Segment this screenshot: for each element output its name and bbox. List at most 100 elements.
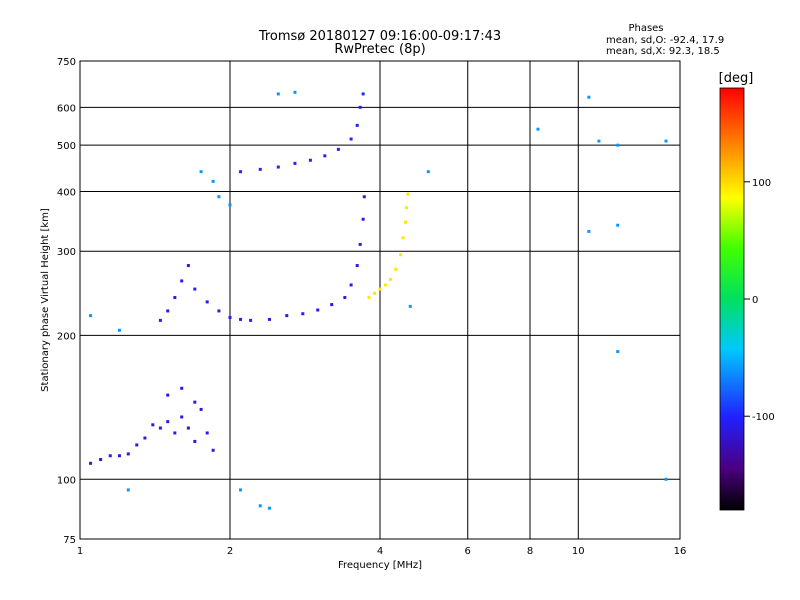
data-point [355,123,359,127]
data-point [126,488,130,492]
colorbar-label: [deg] [719,71,754,86]
data-point [193,287,197,291]
data-point [316,308,320,312]
data-point [355,264,359,268]
colorbar-tick-label: 0 [752,295,758,306]
data-point [373,291,377,295]
y-tick-label: 75 [63,535,76,546]
data-point [258,167,262,171]
data-point [249,318,253,322]
y-axis-ticks: 75 100 200 300 400 500 600 750 [57,57,76,546]
data-point [180,279,184,283]
data-point [389,277,393,281]
data-point [401,236,405,240]
x-tick-label: 16 [674,546,687,557]
data-point [199,407,203,411]
data-point [406,192,410,196]
data-point [166,420,170,424]
data-point [228,315,232,319]
data-point [180,415,184,419]
data-point [173,296,177,300]
y-tick-label: 200 [57,331,76,342]
data-point [211,179,215,183]
data-point [180,386,184,390]
data-points [89,90,668,510]
data-point [536,127,540,131]
data-point [258,504,262,508]
data-point [89,461,93,465]
data-point [403,220,407,224]
data-point [151,423,155,427]
colorbar-tick-label: -100 [752,412,775,423]
x-tick-label: 4 [377,546,383,557]
stats-line-o: mean, sd,O: -92.4, 17.9 [606,35,724,46]
data-point [426,170,430,174]
data-point [267,317,271,321]
data-point [308,158,312,162]
y-tick-label: 500 [57,141,76,152]
chart-subtitle: RwPretec (8p) [334,42,425,57]
data-point [239,317,243,321]
data-point [166,309,170,313]
data-point [383,283,387,287]
data-point [301,312,305,316]
data-point [408,304,412,308]
data-point [664,139,668,143]
data-point [217,309,221,313]
data-point [293,90,297,94]
data-point [394,267,398,271]
colorbar [719,87,745,511]
data-point [158,426,162,430]
data-point [597,139,601,143]
y-axis-label: Stationary phase Virtual Height [km] [40,208,51,392]
data-point [399,253,403,257]
y-tick-label: 300 [57,247,76,258]
data-point [276,92,280,96]
colorbar-tick-label: 100 [752,178,771,189]
data-point [349,283,353,287]
data-point [217,195,221,199]
data-point [186,264,190,268]
x-tick-label: 1 [77,546,83,557]
data-point [199,170,203,174]
chart-title: Tromsø 20180127 09:16:00-09:17:43 [258,29,501,44]
data-point [378,287,382,291]
x-axis-label: Frequency [MHz] [338,560,422,571]
data-point [186,426,190,430]
data-point [358,242,362,246]
y-tick-label: 750 [57,57,76,68]
data-point [276,165,280,169]
data-point [616,143,620,147]
colorbar-ticks: 100 0 -100 [744,178,775,423]
x-tick-label: 8 [527,546,533,557]
data-point [228,203,232,207]
data-point [404,206,408,210]
data-point [205,300,209,304]
data-point [293,161,297,165]
stats-heading: Phases [628,23,663,34]
data-point [664,477,668,481]
data-point [239,170,243,174]
data-point [358,105,362,109]
data-point [193,439,197,443]
data-point [361,92,365,96]
x-axis-ticks: 1 2 4 6 8 10 16 [77,546,687,557]
data-point [336,147,340,151]
data-point [126,452,130,456]
data-point [89,314,93,318]
data-point [211,448,215,452]
data-point [362,195,366,199]
data-point [616,350,620,354]
data-point [323,154,327,158]
data-point [285,314,289,318]
data-point [361,217,365,221]
data-point [239,488,243,492]
data-point [349,137,353,141]
plot-area-frame [79,60,681,540]
data-point [616,223,620,227]
data-point [343,296,347,300]
data-point [108,454,112,458]
stats-line-x: mean, sd,X: 92.3, 18.5 [606,46,720,57]
data-point [367,296,371,300]
data-point [158,318,162,322]
